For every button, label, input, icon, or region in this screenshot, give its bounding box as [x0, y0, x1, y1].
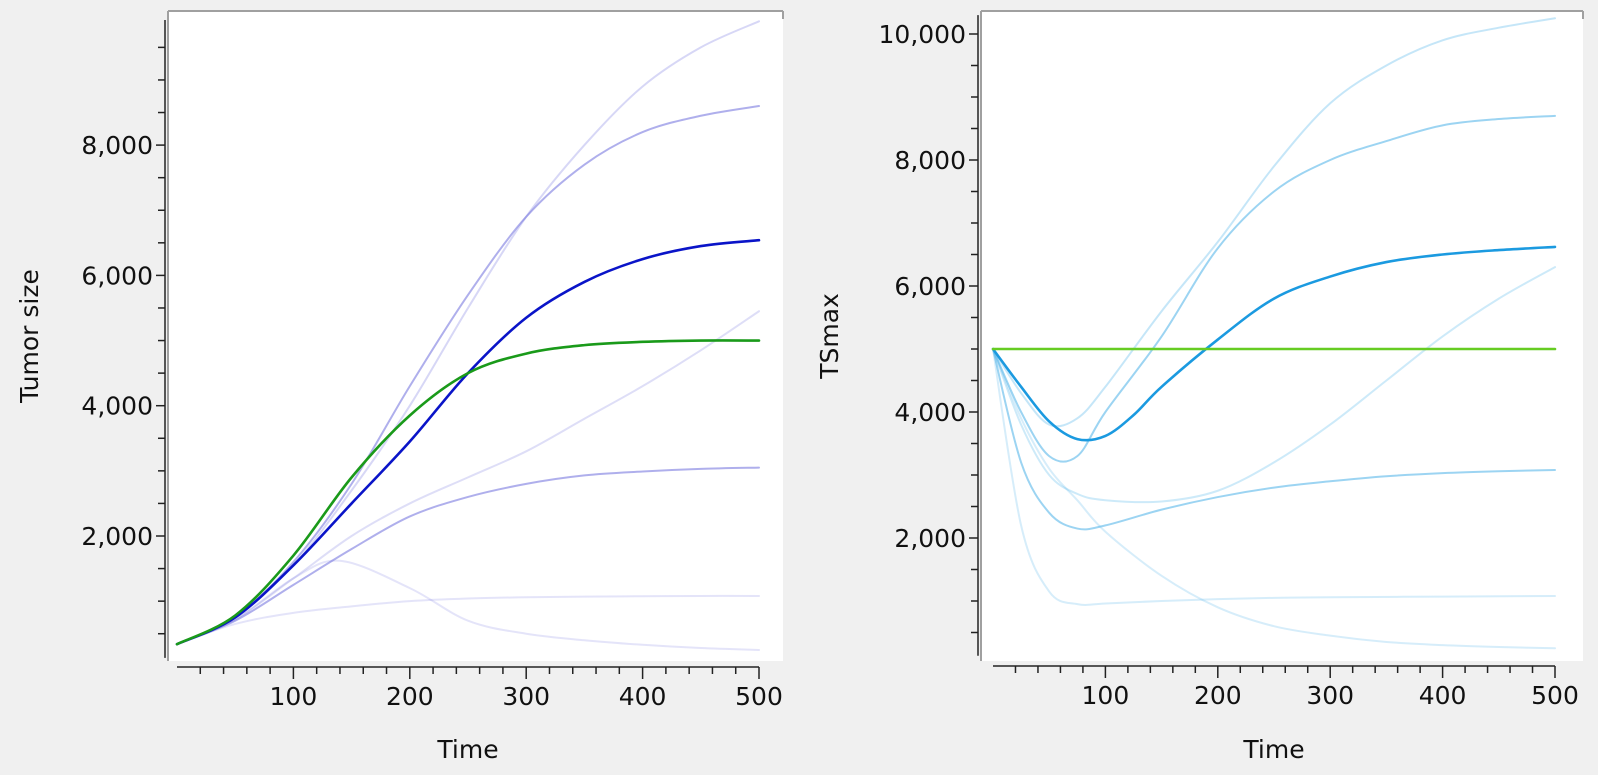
series-line-individual — [992, 348, 1556, 531]
x-tick-label: 300 — [1306, 681, 1354, 710]
y-axis-title: TSmax — [815, 293, 844, 380]
y-tick-label: 4,000 — [894, 398, 966, 427]
series-line-individual — [176, 559, 760, 652]
series-line-typical — [991, 245, 1557, 442]
y-axis-title: Tumor size — [15, 269, 44, 404]
x-tick-label: 100 — [270, 682, 318, 711]
y-tick-label: 2,000 — [894, 524, 966, 553]
series-line-individual — [176, 594, 760, 646]
series-line-individual — [176, 466, 760, 646]
x-tick-label: 400 — [619, 682, 667, 711]
x-axis-title: Time — [436, 735, 498, 764]
x-tick-label: 100 — [1082, 681, 1130, 710]
series-line-individual — [176, 310, 760, 646]
x-tick-label: 500 — [735, 682, 783, 711]
x-tick-label: 200 — [1194, 681, 1242, 710]
tsmax-panel: TSmax Time 2,000 4,000 6,000 8,000 10,000 100… — [815, 10, 1584, 764]
y-tick-label: 8,000 — [81, 131, 153, 160]
y-tick-label: 6,000 — [81, 261, 153, 290]
x-tick-label: 300 — [502, 682, 550, 711]
y-tick-label: 10,000 — [879, 20, 966, 49]
series-line-reference — [175, 339, 761, 646]
y-tick-label: 4,000 — [81, 392, 153, 421]
plot-area — [981, 11, 1583, 661]
series-line-individual — [992, 114, 1556, 463]
y-tick-label: 8,000 — [894, 146, 966, 175]
tumor-size-panel: Tumor size Time 2,000 4,000 6,000 8,000 100 2… — [15, 10, 784, 764]
series-line-typical — [175, 238, 761, 646]
series-line-individual — [992, 17, 1556, 428]
plot-area — [168, 11, 783, 661]
x-axis-title: Time — [1242, 735, 1304, 764]
series-line-individual — [992, 348, 1556, 650]
series-line-individual — [992, 266, 1556, 504]
x-tick-label: 400 — [1419, 681, 1467, 710]
y-tick-label: 2,000 — [81, 522, 153, 551]
series-line-individual — [992, 348, 1556, 606]
y-tick-label: 6,000 — [894, 272, 966, 301]
x-tick-label: 500 — [1531, 681, 1579, 710]
x-tick-label: 200 — [386, 682, 434, 711]
